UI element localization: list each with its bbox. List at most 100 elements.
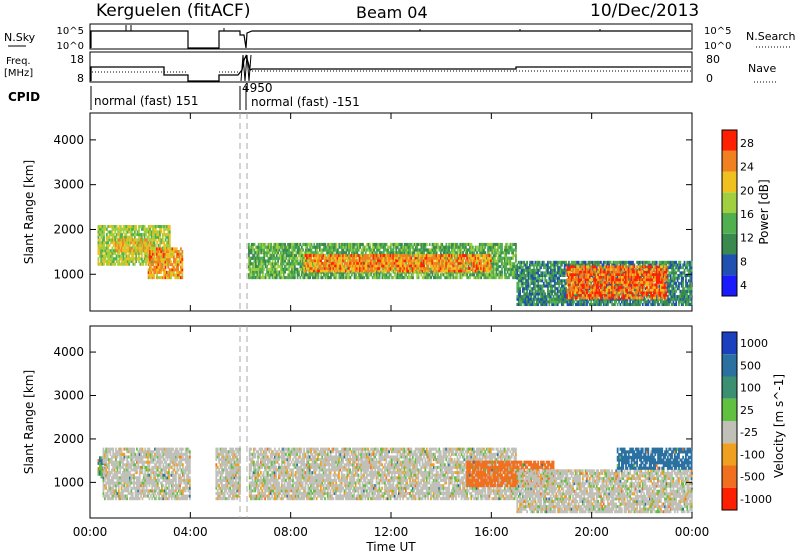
power-cell [280,273,282,277]
power-cell [97,257,100,261]
power-cell [323,264,325,269]
power-cell [286,273,289,277]
power-cell [300,273,303,277]
power-cell [466,273,469,277]
power-cell [407,251,410,255]
power-cell [453,264,456,268]
power-cell [250,251,253,255]
power-cell [492,267,495,271]
power-cell [395,256,398,260]
power-cell [432,245,435,249]
power-cell [307,259,310,263]
power-cell [271,256,274,260]
power-cell [270,270,273,274]
power-cell [434,248,437,252]
power-cell [260,251,263,255]
power-cell [352,242,355,247]
power-cell [477,248,480,252]
power-cell [342,275,345,280]
power-cell [346,242,349,247]
power-cell [293,248,296,252]
power-cell [573,300,576,304]
power-cell [142,238,145,242]
power-cell [414,270,417,274]
power-cell [138,243,141,247]
power-cell [143,227,146,231]
power-cell [119,257,122,261]
power-cell [168,241,171,245]
power-cell [277,262,280,266]
power-cell [334,273,337,277]
power-cell [342,245,345,249]
power-cell [135,227,138,231]
power-cell [387,251,389,255]
power-cell [103,243,105,247]
power-cell [606,302,609,307]
power-cell [259,245,261,249]
power-cell [249,256,252,260]
power-cell [163,273,165,277]
power-cell [515,256,517,260]
power-cell [295,242,298,247]
power-cell [420,261,423,265]
power-cell [586,302,588,307]
power-cell [317,242,320,247]
power-cell [122,246,124,250]
power-cell [147,243,149,247]
power-cell [164,257,167,261]
power-cell [126,230,129,234]
power-cell [103,262,105,266]
power-cell [495,267,498,271]
power-cell [178,263,181,267]
power-cell [517,281,520,285]
power-cell [494,273,496,277]
power-cell [473,273,476,277]
power-cell [554,284,556,288]
power-cell [459,273,462,277]
power-cell [295,256,298,260]
power-cell [163,260,165,264]
power-cell [150,273,153,277]
power-cell [392,266,395,270]
power-cell [154,227,157,231]
power-cell [164,268,167,272]
power-cell [161,276,164,280]
power-cell [328,267,331,271]
power-cell [281,270,284,274]
power-cell [410,273,413,277]
power-cell [112,241,115,245]
power-cell [318,245,321,249]
power-cell [368,256,371,260]
power-cell [501,273,503,277]
sky-right-tick-top: 10^5 [704,26,731,37]
power-cell [158,276,161,280]
power-cell [492,248,495,252]
power-cell [107,251,110,255]
power-cell [161,265,164,269]
power-cell [129,230,132,234]
power-cell [395,275,398,280]
power-cell [291,275,293,280]
power-cell [118,262,121,266]
power-cell [149,230,152,234]
power-cell [101,243,104,247]
power-cell [452,259,455,263]
power-cell [126,262,129,266]
power-cell [248,242,250,247]
power-cell [259,262,261,266]
power-cell [115,259,118,264]
power-cell [378,245,381,249]
power-cell [119,230,122,234]
freq-label: Freq. [6,56,31,67]
power-cell [98,243,101,247]
power-cell [300,248,303,252]
power-cell [494,256,496,260]
power-cell [122,241,124,245]
power-cell [154,270,157,274]
freq-panel-frame [89,51,693,83]
power-cell [488,273,491,277]
power-cell [362,251,364,255]
power-cell [349,245,352,249]
power-cell [311,262,314,266]
power-cell [168,238,171,242]
